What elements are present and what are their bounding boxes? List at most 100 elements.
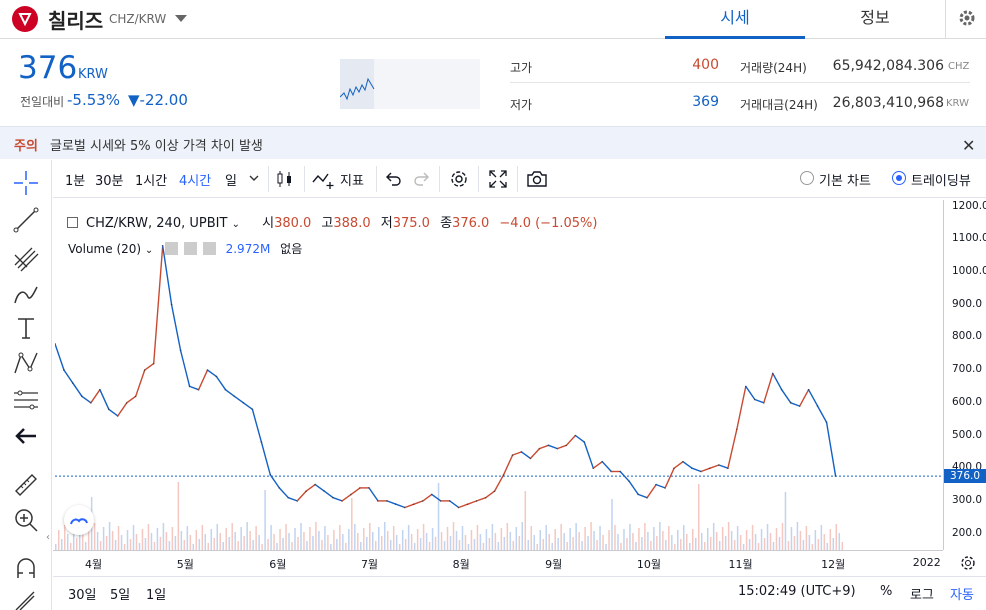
fib-tool-icon[interactable] [10, 241, 42, 273]
log-toggle[interactable]: 로그 [910, 588, 934, 603]
chevron-down-icon[interactable] [248, 172, 260, 184]
price-segment [691, 467, 702, 473]
chevron-down-icon[interactable]: ⌄ [144, 245, 154, 256]
clock[interactable]: 15:02:49 (UTC+9) [738, 584, 856, 599]
ruler-icon[interactable] [10, 469, 42, 501]
volume-bar [638, 528, 640, 550]
price-segment [557, 444, 567, 450]
redo-icon[interactable] [412, 169, 432, 189]
text-tool-icon[interactable] [10, 312, 42, 344]
pattern-icon[interactable] [10, 347, 42, 379]
volume-bar [557, 538, 559, 550]
time-axis[interactable] [53, 550, 943, 575]
price-segment [825, 422, 837, 477]
time-tick-label: 12월 [821, 558, 846, 571]
volume-bar [485, 529, 488, 550]
percent-toggle[interactable]: % [880, 584, 893, 599]
chevron-down-icon[interactable] [175, 15, 187, 22]
basic-chart-radio[interactable] [800, 171, 814, 185]
volume-bar [336, 539, 338, 550]
price-segment [565, 435, 576, 446]
gear-icon[interactable] [945, 0, 986, 39]
gear-icon[interactable] [955, 553, 981, 573]
volume-bar [647, 532, 649, 550]
price-chart[interactable] [55, 200, 942, 550]
price-tick-label: 900.0 [952, 297, 983, 310]
market-pair[interactable]: CHZ/KRW [109, 12, 167, 26]
price-segment [251, 409, 263, 443]
volume-bar [802, 540, 805, 550]
volume-bar [195, 530, 198, 550]
legend-symbol[interactable]: CHZ/KRW, 240, UPBIT [86, 216, 228, 231]
back-arrow-icon[interactable] [10, 420, 42, 452]
volume-bar [246, 522, 248, 550]
price-segment [601, 461, 612, 472]
lock-draw-icon[interactable] [10, 586, 42, 610]
tab-price[interactable]: 시세 [665, 0, 805, 39]
eye-icon[interactable] [165, 242, 179, 255]
basic-chart-label[interactable]: 기본 차트 [819, 174, 871, 189]
interval-1h[interactable]: 1시간 [135, 174, 168, 189]
volume-bar [225, 528, 227, 550]
price-axis[interactable] [943, 200, 986, 550]
tab-info[interactable]: 정보 [860, 8, 890, 27]
candlestick-icon[interactable] [274, 168, 296, 190]
volume-bar [297, 537, 299, 550]
volume-bar [488, 538, 491, 550]
tradingview-radio[interactable] [892, 171, 906, 185]
volume-bar [473, 539, 476, 550]
interval-4h[interactable]: 4시간 [179, 174, 212, 189]
collapse-icon[interactable] [67, 217, 78, 228]
prediction-icon[interactable] [10, 384, 42, 416]
interval-1m[interactable]: 1분 [65, 174, 86, 189]
volume-bar [832, 538, 835, 550]
interval-30m[interactable]: 30분 [95, 174, 124, 189]
fullscreen-icon[interactable] [486, 167, 510, 191]
price-segment [754, 398, 765, 404]
brush-icon[interactable] [10, 277, 42, 309]
price-segment [368, 487, 379, 502]
price-segment [72, 382, 83, 397]
volume-bar [506, 523, 509, 550]
volume-bar [623, 529, 625, 550]
zoom-in-icon[interactable] [10, 504, 42, 536]
amount-label: 거래대금(24H) [740, 98, 818, 112]
gear-icon[interactable] [183, 242, 197, 255]
price-segment [278, 487, 289, 499]
volume-bar [841, 542, 844, 550]
camera-icon[interactable] [525, 167, 549, 191]
coin-name[interactable]: 칠리즈 [48, 9, 104, 33]
volume-bar [243, 536, 245, 550]
price-tick-label: 1000.0 [952, 264, 986, 277]
legend-high: 388.0 [333, 216, 371, 231]
price-segment [673, 461, 684, 469]
volume-bar [252, 540, 254, 550]
chevron-left-icon[interactable]: ‹ [46, 532, 50, 543]
auto-toggle[interactable]: 자동 [950, 588, 974, 603]
crosshair-icon[interactable] [10, 167, 42, 199]
trend-line-icon[interactable] [10, 204, 42, 236]
range-1d[interactable]: 1일 [146, 588, 167, 603]
close-icon[interactable]: ✕ [962, 136, 976, 155]
volume-bar [554, 529, 556, 550]
price-tick-label: 700.0 [952, 363, 983, 376]
range-5d[interactable]: 5일 [110, 588, 131, 603]
settings-icon[interactable] [447, 167, 471, 191]
volume-bar [581, 541, 583, 550]
magnet-icon[interactable] [10, 552, 42, 584]
price-segment [153, 245, 164, 364]
interval-day[interactable]: 일 [225, 174, 237, 189]
price-segment [197, 369, 209, 390]
volume-bar [306, 541, 308, 550]
volume-bar [321, 540, 323, 550]
volume-bar [458, 540, 461, 550]
indicators-label[interactable]: 지표 [340, 174, 364, 189]
undo-icon[interactable] [383, 169, 403, 189]
indicators-icon[interactable] [311, 168, 337, 190]
volume-legend-label[interactable]: Volume (20) [68, 242, 142, 256]
chevron-down-icon[interactable]: ⌄ [231, 219, 240, 230]
tradingview-label[interactable]: 트레이딩뷰 [911, 174, 971, 189]
close-icon[interactable] [202, 242, 216, 255]
range-30d[interactable]: 30일 [68, 588, 97, 603]
tradingview-logo-icon[interactable] [64, 505, 94, 535]
